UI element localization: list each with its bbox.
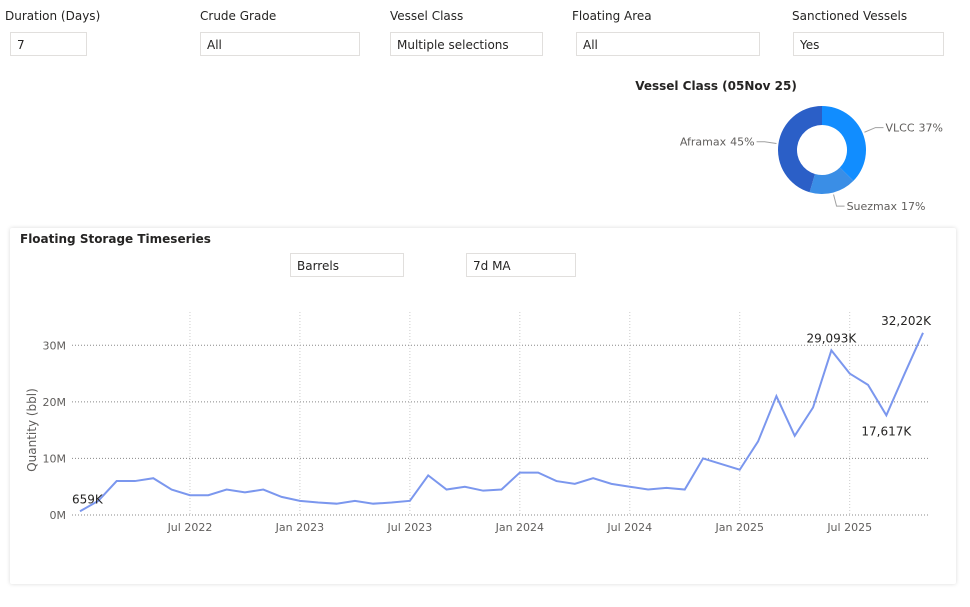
donut-label: Suezmax 17% (847, 200, 926, 213)
filter-label: Sanctioned Vessels (792, 9, 908, 23)
y-tick-label: 30M (43, 339, 67, 352)
category-name: Aframax (680, 136, 727, 149)
data-label: 17,617K (861, 424, 912, 438)
timeseries-panel (10, 228, 956, 584)
x-tick-label: Jul 2025 (826, 521, 872, 534)
line-series (79, 332, 924, 513)
filter-label: Vessel Class (390, 9, 464, 23)
x-tick-label: Jan 2024 (495, 521, 544, 534)
filter-dropdown[interactable]: 7 (10, 32, 87, 56)
x-tick-label: Jul 2024 (606, 521, 652, 534)
data-label: 32,202K (881, 314, 932, 328)
x-tick-label: Jan 2025 (715, 521, 764, 534)
x-tick-label: Jan 2023 (275, 521, 324, 534)
x-tick-label: Jul 2022 (167, 521, 213, 534)
filter-label: Duration (Days) (5, 9, 101, 23)
y-axis-title: Quantity (bbl) (25, 388, 39, 472)
filter-dropdown[interactable]: Multiple selections (390, 32, 543, 56)
donut-slice (777, 106, 822, 193)
filter-label: Crude Grade (200, 9, 277, 23)
filter-dropdown[interactable]: All (576, 32, 760, 56)
value-label: 45% (730, 136, 754, 149)
category-name: VLCC (885, 122, 914, 135)
y-tick-label: 10M (43, 452, 67, 465)
filter-dropdown[interactable]: All (200, 32, 360, 56)
donut-slice (822, 106, 866, 181)
value-label: 17% (901, 200, 925, 213)
selector[interactable]: 7d MA (466, 253, 576, 277)
filter-dropdown[interactable]: Yes (793, 32, 944, 56)
leader-line (833, 194, 845, 207)
donut-slice (809, 167, 854, 195)
data-label: 29,093K (806, 331, 857, 345)
panel-title: Floating Storage Timeseries (20, 232, 211, 246)
donut-label: Aframax 45% (680, 136, 755, 149)
x-tick-label: Jul 2023 (386, 521, 432, 534)
donut-title: Vessel Class (05Nov 25) (635, 79, 797, 93)
donut-label: VLCC 37% (885, 122, 942, 135)
leader-line (756, 141, 777, 144)
category-name: Suezmax (847, 200, 898, 213)
value-label: 37% (919, 122, 943, 135)
leader-line (864, 127, 884, 133)
y-tick-label: 20M (43, 396, 67, 409)
filter-label: Floating Area (572, 9, 652, 23)
selector[interactable]: Barrels (290, 253, 404, 277)
data-label: 659K (72, 492, 104, 506)
y-tick-label: 0M (50, 509, 67, 522)
